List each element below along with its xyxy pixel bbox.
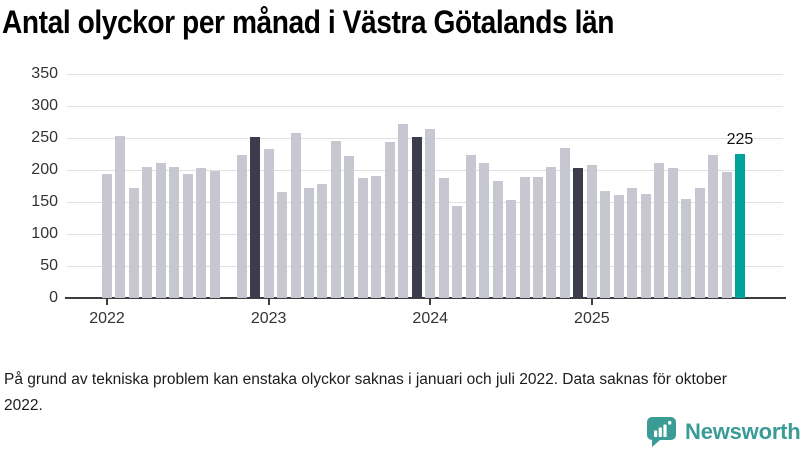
bar-jan-2022 (102, 173, 112, 298)
y-axis-label: 0 (49, 289, 58, 306)
x-axis-tick (106, 299, 108, 305)
chart-footnote: På grund av tekniska problem kan enstaka… (4, 371, 727, 414)
bar-jun-2024 (492, 181, 503, 298)
bar-nov-2025 (721, 172, 732, 298)
bar-jul-2022 (182, 173, 193, 298)
bar-apr-2022 (142, 167, 153, 298)
newsworthy-logo-icon (647, 417, 676, 447)
bar-dec-2023 (411, 137, 422, 298)
bar-feb-2023 (277, 191, 288, 298)
bar-jul-2024 (506, 199, 517, 298)
bar-maj-2025 (640, 194, 651, 298)
bar-feb-2024 (438, 178, 449, 298)
bar-apr-2023 (304, 188, 315, 298)
bar-feb-2025 (600, 190, 611, 298)
bar-aug-2022 (196, 168, 207, 298)
bar-chart: 0 50 100 150 200 250 300 350 2022 2023 2024 2025 225 (31, 64, 786, 327)
bar-dec-2024 (573, 168, 584, 298)
bar-nov-2022 (236, 155, 247, 298)
bar-sep-2023 (371, 176, 382, 298)
bar-mar-2023 (290, 132, 301, 298)
gridline (67, 265, 783, 267)
bar-aug-2023 (357, 178, 368, 298)
newsworthy-logo[interactable]: Newsworthy (645, 415, 800, 448)
y-axis-label: 100 (31, 224, 58, 242)
bar-aug-2025 (681, 198, 692, 298)
bar-dec-2025 (734, 153, 745, 298)
bar-jan-2025 (586, 165, 597, 298)
y-axis-label: 250 (31, 128, 58, 146)
bar-maj-2022 (155, 163, 166, 298)
bar-jun-2022 (169, 167, 180, 298)
y-axis-label: 300 (31, 96, 58, 114)
chart-title: Antal olyckor per månad i Västra Götalan… (2, 4, 614, 40)
y-axis-label: 50 (40, 256, 58, 274)
bar-mar-2024 (452, 206, 463, 298)
gridline (67, 137, 783, 139)
bar-sep-2022 (209, 171, 220, 298)
bar-apr-2024 (465, 155, 476, 298)
bar-maj-2024 (479, 163, 490, 298)
gridline (67, 201, 783, 203)
x-axis-line (65, 297, 786, 299)
bar-nov-2024 (559, 147, 570, 298)
bar-feb-2022 (115, 136, 126, 298)
x-axis-tick (267, 299, 270, 305)
bar-aug-2024 (519, 177, 530, 298)
x-axis-label-2024: 2024 (412, 310, 449, 327)
gridline (67, 233, 783, 235)
bar-sep-2024 (532, 176, 543, 298)
y-axis-label: 200 (31, 160, 58, 178)
bar-jan-2023 (263, 148, 274, 298)
latest-value-label: 225 (726, 130, 754, 148)
bar-dec-2022 (250, 137, 261, 298)
bar-jul-2023 (344, 156, 355, 298)
bar-okt-2024 (546, 167, 557, 298)
x-axis-label-2022: 2022 (89, 310, 125, 327)
bar-mar-2022 (128, 188, 139, 298)
bar-jan-2024 (425, 129, 436, 298)
gridline (67, 169, 783, 171)
gridline (67, 73, 783, 75)
y-axis-label: 350 (31, 64, 58, 82)
x-axis-label-2025: 2025 (574, 310, 610, 327)
bar-okt-2025 (708, 155, 719, 298)
bar-jun-2025 (654, 163, 665, 298)
x-axis-tick (590, 299, 593, 305)
x-axis-label-2023: 2023 (250, 310, 287, 327)
bar-nov-2023 (398, 124, 409, 298)
bar-jun-2023 (330, 140, 341, 298)
bar-sep-2025 (694, 187, 705, 298)
bar-mar-2025 (613, 194, 624, 298)
gridline (67, 105, 783, 107)
bar-maj-2023 (317, 183, 328, 298)
y-axis-label: 150 (31, 192, 58, 210)
x-axis-tick (429, 299, 432, 305)
newsworthy-logo-text: Newsworthy (685, 418, 800, 444)
bar-apr-2025 (627, 188, 638, 298)
bar-okt-2023 (384, 142, 395, 298)
bar-jul-2025 (667, 168, 678, 298)
